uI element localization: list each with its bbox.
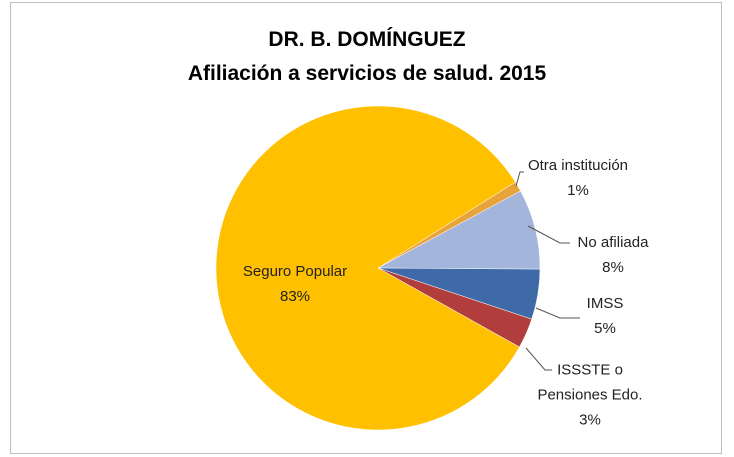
chart-frame	[10, 2, 722, 454]
leader-line	[527, 225, 570, 244]
leader-line	[535, 307, 580, 319]
chart-title: DR. B. DOMÍNGUEZ	[268, 28, 466, 51]
slice-label: Otra institución 1%	[503, 153, 653, 203]
value-label: 5%	[594, 320, 616, 337]
slice-label: No afiliada 8%	[553, 230, 673, 280]
value-label: 1%	[567, 182, 589, 199]
slice-label: ISSSTE o Pensiones Edo. 3%	[525, 358, 655, 433]
category-label: Seguro Popular	[242, 263, 348, 280]
value-label: 8%	[602, 259, 624, 276]
leader-lines	[515, 171, 580, 371]
slice-label: IMSS 5%	[545, 291, 665, 341]
category-label: IMSS	[586, 295, 624, 312]
value-label: 83%	[279, 288, 311, 305]
leader-line	[525, 347, 552, 371]
value-label: 3%	[579, 411, 601, 429]
chart-subtitle: Afiliación a servicios de salud. 2015	[187, 62, 547, 85]
slice-label: Seguro Popular 83%	[220, 259, 370, 309]
category-label: No afiliada	[577, 234, 649, 251]
pie-slice	[215, 105, 520, 431]
category-label: ISSSTE o Pensiones Edo.	[537, 361, 643, 404]
category-label: Otra institución	[527, 157, 629, 174]
leader-line	[515, 171, 524, 187]
